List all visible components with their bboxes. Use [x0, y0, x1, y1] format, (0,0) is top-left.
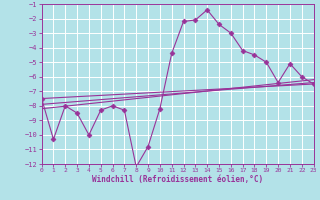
X-axis label: Windchill (Refroidissement éolien,°C): Windchill (Refroidissement éolien,°C): [92, 175, 263, 184]
